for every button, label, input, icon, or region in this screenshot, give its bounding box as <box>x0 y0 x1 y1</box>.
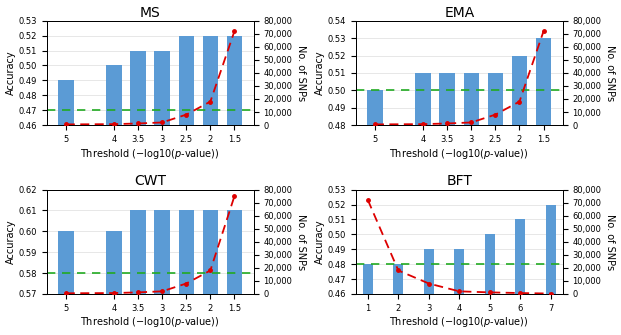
Y-axis label: Accuracy: Accuracy <box>315 51 325 95</box>
Y-axis label: Accuracy: Accuracy <box>6 219 16 264</box>
Bar <box>155 51 170 125</box>
Bar <box>515 219 525 294</box>
Bar <box>202 210 218 294</box>
Y-axis label: No. of SNPs: No. of SNPs <box>296 214 306 270</box>
Bar <box>546 204 556 294</box>
Y-axis label: No. of SNPs: No. of SNPs <box>605 214 615 270</box>
Bar <box>58 231 73 294</box>
Bar <box>464 73 479 125</box>
Bar <box>455 249 464 294</box>
Title: CWT: CWT <box>134 175 166 189</box>
Bar <box>130 210 146 294</box>
Bar <box>424 249 433 294</box>
Bar <box>485 234 494 294</box>
Bar <box>415 73 431 125</box>
Bar <box>106 65 122 125</box>
X-axis label: Threshold ($-$log10($p$-value)): Threshold ($-$log10($p$-value)) <box>80 316 220 329</box>
Bar <box>179 36 194 125</box>
Bar <box>130 51 146 125</box>
Bar <box>512 56 527 125</box>
Y-axis label: No. of SNPs: No. of SNPs <box>296 45 306 101</box>
X-axis label: Threshold ($-$log10($p$-value)): Threshold ($-$log10($p$-value)) <box>389 146 529 160</box>
Bar <box>394 264 403 294</box>
Title: BFT: BFT <box>446 175 472 189</box>
Bar <box>363 264 373 294</box>
Bar <box>179 210 194 294</box>
Bar <box>227 210 242 294</box>
Y-axis label: Accuracy: Accuracy <box>315 219 325 264</box>
Bar <box>202 36 218 125</box>
Bar <box>106 231 122 294</box>
Bar <box>367 90 383 125</box>
Bar <box>155 210 170 294</box>
Bar <box>487 73 503 125</box>
Bar <box>58 80 73 125</box>
X-axis label: Threshold ($-$log10($p$-value)): Threshold ($-$log10($p$-value)) <box>389 316 529 329</box>
X-axis label: Threshold ($-$log10($p$-value)): Threshold ($-$log10($p$-value)) <box>80 146 220 160</box>
Bar <box>440 73 455 125</box>
Title: MS: MS <box>140 6 160 19</box>
Title: EMA: EMA <box>444 6 474 19</box>
Y-axis label: Accuracy: Accuracy <box>6 51 16 95</box>
Bar <box>536 38 551 125</box>
Bar <box>227 36 242 125</box>
Y-axis label: No. of SNPs: No. of SNPs <box>605 45 615 101</box>
